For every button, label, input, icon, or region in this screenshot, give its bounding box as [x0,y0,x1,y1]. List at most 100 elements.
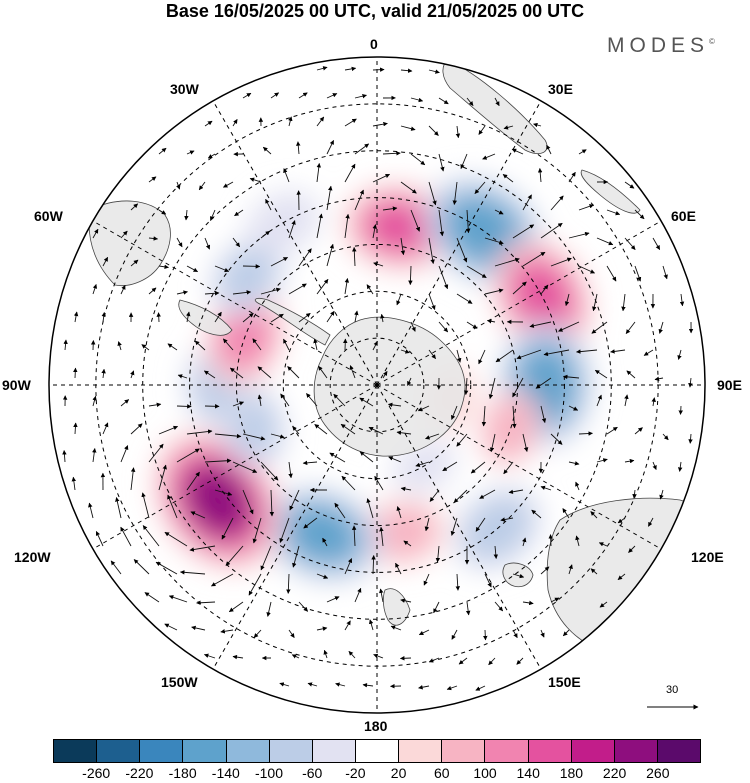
wind-vector [110,560,122,575]
wind-vector [158,264,169,270]
wind-vector [62,450,67,463]
anomaly-contour [365,201,433,253]
wind-vector [679,293,685,307]
wind-vector [479,489,496,499]
wind-vector [242,264,261,269]
wind-vector [677,461,683,472]
wind-vector [390,625,402,631]
wind-vector [141,492,150,519]
wind-vector [186,150,195,155]
wind-vector [362,682,374,688]
wind-vector [558,321,580,332]
wind-vector [211,573,234,587]
anomaly-contour [370,507,436,558]
meridian-line [376,384,662,550]
wind-vector [221,517,234,540]
wind-vector [326,185,333,211]
meridian-line [92,220,378,386]
colorbar-swatch [312,740,356,762]
meridian-line [92,384,378,550]
wind-vector [474,181,486,194]
wind-vector [562,374,580,380]
colorbar-swatch [399,740,443,762]
wind-vector [344,213,350,239]
wind-vector [344,163,356,183]
wind-vector [349,365,356,379]
wind-vector [316,213,323,239]
wind-vector [307,682,318,687]
colorbar-tick-label: 20 [390,765,407,781]
meridian-line [376,384,542,670]
wind-vector [634,265,642,282]
wind-vector [494,257,520,267]
wind-vector [596,237,614,246]
wind-vector [164,531,188,547]
wind-vector [359,397,374,407]
wind-vector [283,338,290,351]
wind-vector [316,66,328,71]
wind-vector [189,545,216,552]
wind-vector [410,153,426,166]
wind-vector [303,517,318,529]
wind-vector [372,121,388,127]
antarctic-peninsula-shape [254,297,331,346]
lon-label-90w: 90W [2,377,31,393]
wind-vector [423,573,430,586]
wind-vector [634,209,645,220]
wind-vector [659,489,664,500]
wind-vector [466,265,487,278]
wind-vector [512,573,525,579]
wind-vector [326,139,335,155]
wind-vector [279,517,290,543]
wind-vector [130,423,143,435]
wind-vector [493,545,499,559]
wind-vector [535,377,552,389]
lon-label-150e: 150E [548,674,581,690]
wind-vector [400,68,413,73]
wind-vector [257,394,263,407]
colorbar-swatch [226,740,270,762]
wind-vector [270,257,288,267]
land-masses [88,59,705,657]
wind-vector [148,236,159,241]
wind-vector [257,366,272,379]
wind-vector [142,525,160,547]
wind-vector [418,685,430,690]
wind-vector [442,461,458,472]
wind-vector [540,222,563,239]
wind-vector [550,597,560,603]
wind-vector [417,405,430,412]
wind-vector [531,509,542,519]
wind-vector [270,433,285,439]
wind-vector [396,430,412,435]
wind-vector [484,288,504,295]
wind-vector [232,654,244,660]
colorbar-tick-label: -220 [125,765,154,781]
wind-vector [260,545,272,571]
wind-vector [599,601,608,608]
wind-vector [488,377,496,400]
wind-vector [677,349,682,360]
wind-vector [503,461,514,475]
lon-label-60e: 60E [671,208,696,224]
wind-vector [382,371,388,379]
wind-vector [495,349,514,363]
wind-vector [101,311,106,323]
wind-vector [214,433,242,439]
wind-vector [158,209,167,215]
wind-vector [286,573,291,594]
wind-vector [400,181,417,194]
colorbar-tick-label: -60 [302,765,323,781]
colorbar-tick-label: -20 [345,765,366,781]
wind-vector [316,573,329,579]
wind-vector [214,265,230,273]
wind-vector [458,657,468,665]
wind-vector [658,321,664,334]
wind-vector [289,489,300,511]
wind-vector [176,290,188,295]
wind-vector [453,489,468,503]
wind-scale-label: 30 [666,684,679,696]
wind-vector [489,433,496,453]
wind-vector [348,650,356,659]
wind-vector [148,402,162,408]
